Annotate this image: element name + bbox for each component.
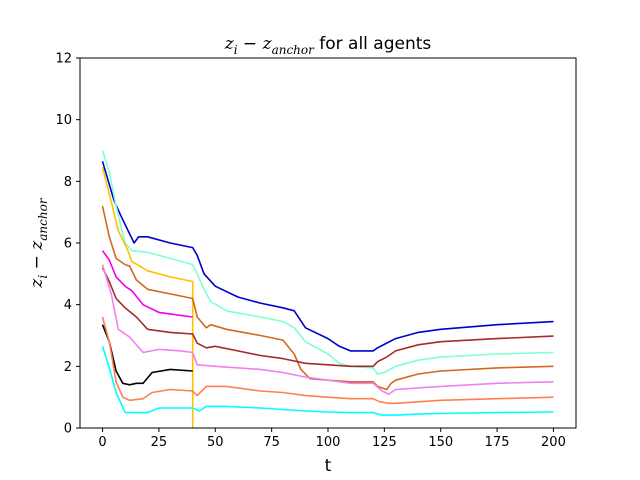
y-tick-label: 12 [55, 52, 72, 67]
series-line-1 [101, 161, 554, 352]
x-tick-label: 175 [485, 435, 510, 450]
ylabel-z2: z [27, 240, 47, 251]
y-axis-label: zi − zanchor [27, 197, 50, 288]
y-tick-label: 2 [64, 360, 72, 375]
y-tick-label: 10 [55, 113, 72, 128]
ylabel-z: z [27, 278, 47, 289]
series-line-9 [101, 316, 554, 405]
x-tick-label: 125 [372, 435, 397, 450]
x-tick-label: 75 [263, 435, 280, 450]
title-sub-anchor: anchor [272, 43, 316, 57]
x-tick-label: 25 [151, 435, 168, 450]
series-line-3 [101, 167, 194, 428]
ylabel-sub-i: i [36, 275, 50, 279]
chart-title: zi − zanchor for all agents [224, 34, 432, 57]
x-tick-label: 150 [428, 435, 453, 450]
y-tick-label: 6 [64, 237, 72, 252]
series-line-7 [101, 264, 554, 395]
y-axis: 0 2 4 6 8 10 12 [55, 52, 80, 437]
series-line-2 [101, 150, 554, 375]
x-tick-label: 100 [316, 435, 341, 450]
title-suffix: for all agents [314, 34, 432, 54]
series-lines [101, 150, 554, 428]
plot-area [80, 58, 576, 428]
series-line-10 [101, 346, 554, 416]
ylabel-sub-anchor: anchor [36, 197, 50, 241]
series-line-4 [101, 205, 554, 391]
x-tick-label: 50 [207, 435, 224, 450]
x-tick-label: 0 [98, 435, 106, 450]
y-tick-label: 0 [64, 422, 72, 437]
series-line-5 [101, 250, 193, 318]
title-z: z [224, 34, 235, 54]
title-z2: z [262, 34, 273, 54]
y-tick-label: 8 [64, 175, 72, 190]
x-tick-label: 200 [541, 435, 566, 450]
title-minus: − [238, 34, 263, 54]
y-tick-label: 4 [64, 298, 72, 313]
x-axis: 0 25 50 75 100 125 150 175 200 [98, 428, 566, 450]
series-line-6 [101, 267, 554, 368]
x-axis-label: t [325, 456, 332, 476]
title-sub-i: i [234, 43, 238, 57]
series-line-8 [101, 324, 193, 386]
ylabel-minus: − [27, 250, 47, 275]
